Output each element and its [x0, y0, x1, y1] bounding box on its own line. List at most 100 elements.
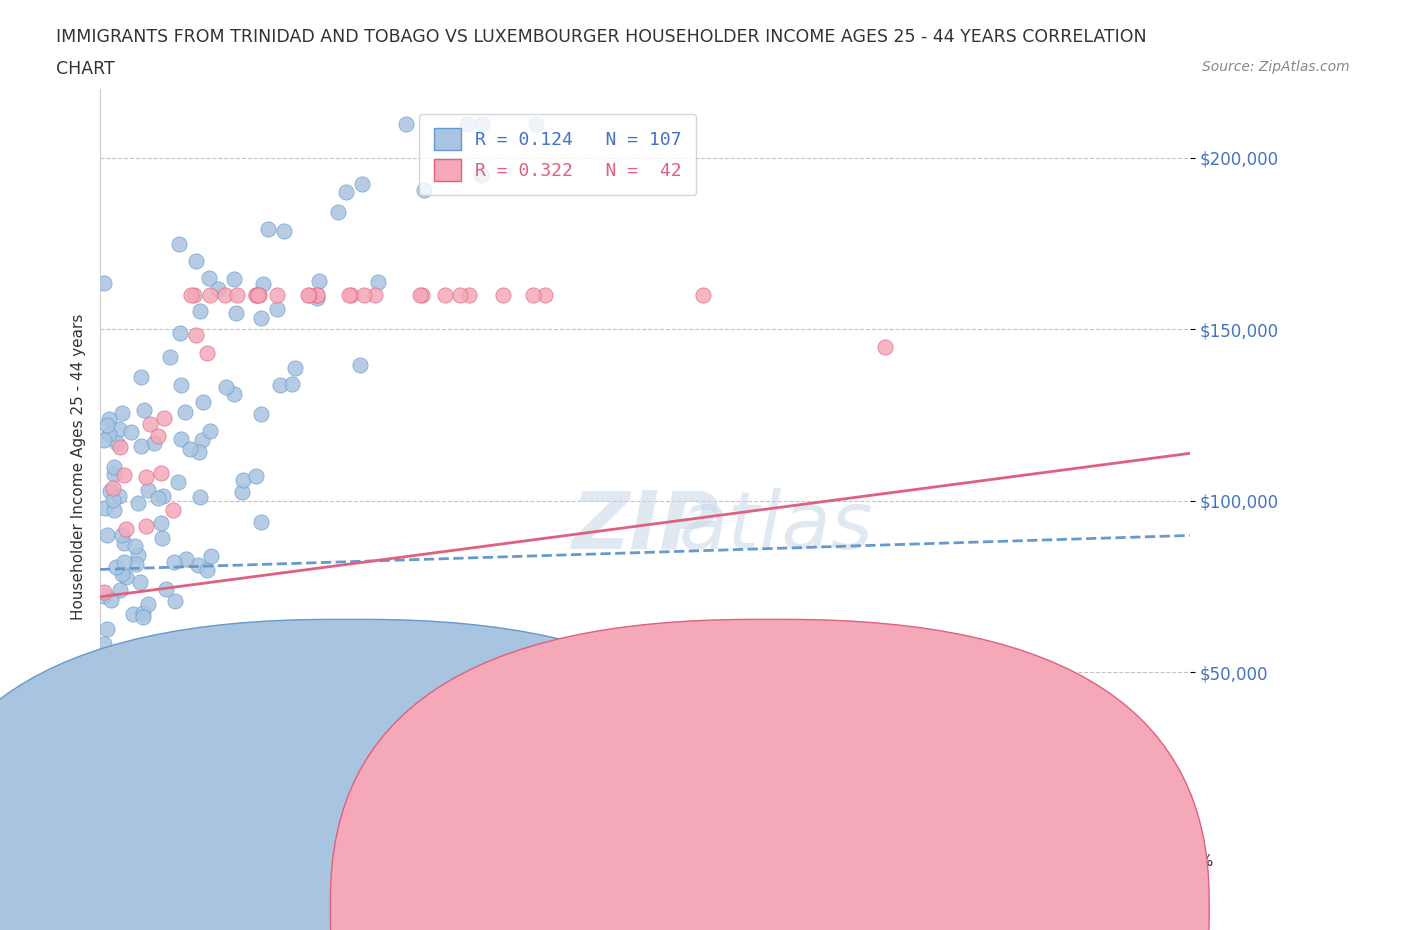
Point: [93, 589, 115, 604]
Point: [93, 432, 115, 447]
Point: [183, 287, 205, 302]
Point: [129, 439, 152, 454]
Point: [281, 377, 304, 392]
Point: [256, 221, 278, 236]
Point: [188, 489, 211, 504]
Point: [149, 466, 172, 481]
Point: [195, 346, 218, 361]
Point: [247, 287, 270, 302]
Point: [184, 327, 207, 342]
Point: [198, 271, 221, 286]
Text: Source: ZipAtlas.com: Source: ZipAtlas.com: [1202, 60, 1350, 74]
Point: [305, 287, 328, 302]
Point: [170, 432, 193, 446]
Point: [111, 528, 134, 543]
Point: [127, 496, 149, 511]
Point: [101, 492, 124, 507]
Point: [128, 575, 150, 590]
Point: [222, 272, 245, 286]
Point: [114, 522, 136, 537]
Point: [200, 549, 222, 564]
Point: [533, 287, 555, 302]
Point: [214, 287, 236, 302]
Point: [94, 501, 117, 516]
Point: [245, 287, 267, 302]
Point: [298, 287, 321, 302]
Point: [125, 557, 148, 572]
Point: [232, 472, 254, 487]
Point: [155, 581, 177, 596]
Point: [266, 287, 288, 302]
Point: [200, 423, 222, 438]
Point: [96, 418, 118, 432]
Point: [100, 592, 122, 607]
Point: [98, 484, 121, 498]
Point: [162, 503, 184, 518]
Text: ZIP: ZIP: [571, 488, 718, 566]
Point: [132, 403, 155, 418]
Point: [139, 711, 162, 726]
Point: [94, 658, 117, 673]
Point: [180, 287, 202, 302]
Point: [266, 301, 288, 316]
Point: [491, 287, 513, 302]
Point: [129, 658, 152, 673]
Point: [108, 440, 131, 455]
Point: [305, 290, 328, 305]
Point: [188, 445, 211, 459]
Point: [112, 660, 135, 675]
Point: [363, 287, 385, 302]
Point: [103, 480, 125, 495]
Point: [413, 182, 436, 197]
Point: [142, 435, 165, 450]
Point: [115, 569, 138, 584]
Point: [231, 485, 253, 499]
Text: atlas: atlas: [678, 488, 873, 566]
Point: [124, 538, 146, 553]
Point: [169, 326, 191, 340]
Point: [245, 469, 267, 484]
Point: [249, 515, 271, 530]
Point: [148, 428, 170, 443]
Text: Luxembourgers: Luxembourgers: [813, 899, 931, 914]
Legend: R = 0.124   N = 107, R = 0.322   N =  42: R = 0.124 N = 107, R = 0.322 N = 42: [419, 113, 696, 195]
Point: [524, 116, 547, 131]
Text: Immigrants from Trinidad and Tobago: Immigrants from Trinidad and Tobago: [391, 899, 678, 914]
Point: [93, 705, 115, 720]
Point: [97, 427, 120, 442]
Point: [522, 287, 544, 302]
Point: [449, 287, 471, 302]
Point: [252, 277, 274, 292]
Point: [225, 306, 247, 321]
Point: [184, 253, 207, 268]
Point: [269, 378, 291, 392]
Point: [335, 185, 357, 200]
Point: [170, 378, 193, 392]
Point: [367, 274, 389, 289]
Point: [152, 410, 174, 425]
Point: [135, 519, 157, 534]
Point: [103, 467, 125, 482]
Point: [152, 489, 174, 504]
Point: [692, 287, 714, 302]
Point: [120, 425, 142, 440]
Point: [226, 287, 249, 302]
Point: [167, 642, 190, 657]
Point: [128, 734, 150, 749]
Point: [112, 536, 135, 551]
Point: [471, 116, 494, 131]
Point: [250, 311, 273, 325]
Point: [174, 405, 197, 419]
Point: [409, 287, 432, 302]
Point: [247, 287, 270, 302]
Point: [179, 442, 201, 457]
Point: [139, 417, 162, 432]
Point: [105, 560, 128, 575]
Point: [149, 515, 172, 530]
Point: [224, 387, 246, 402]
Point: [433, 287, 456, 302]
Point: [350, 177, 373, 192]
Point: [187, 558, 209, 573]
Point: [349, 357, 371, 372]
Point: [121, 606, 143, 621]
